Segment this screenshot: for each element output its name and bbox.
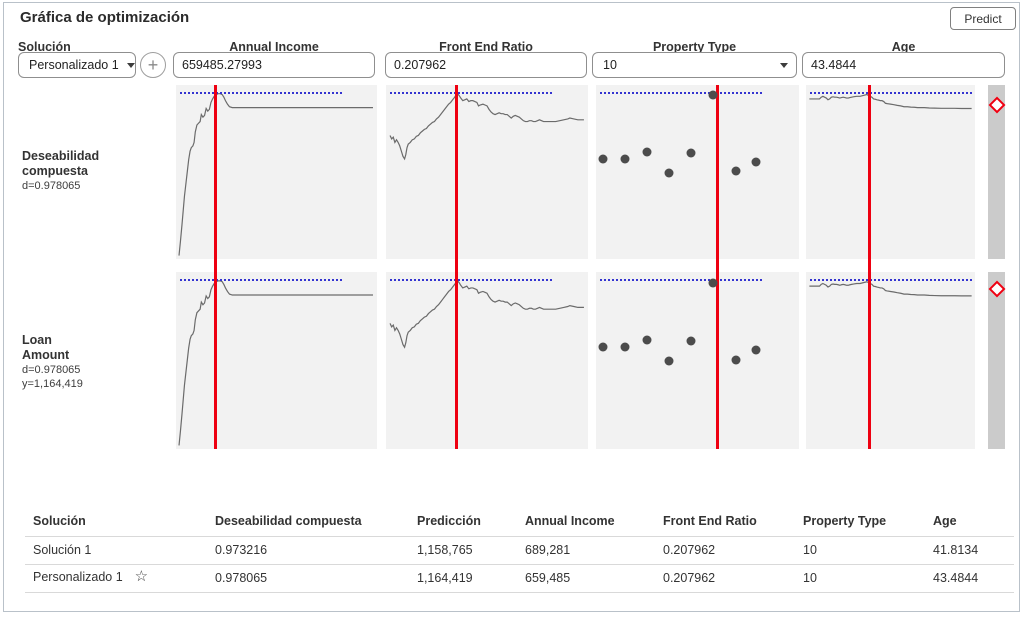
solutions-table-cell: Personalizado 1 ☆ [33, 568, 149, 585]
factor-setting-line-property-type[interactable] [716, 85, 720, 449]
scatter-point [731, 355, 741, 365]
response-marker-strip [988, 85, 1005, 259]
profile-curve [386, 272, 588, 449]
scatter-point [598, 342, 608, 352]
profile-curve [386, 85, 588, 259]
factor-label-age: Age [891, 40, 916, 54]
profile-plot-loan-amount-annual-income[interactable] [176, 272, 377, 449]
scatter-point [686, 336, 696, 346]
solutions-table-cell: 0.973216 [215, 543, 268, 557]
caret-down-icon [126, 62, 135, 68]
scatter-point [620, 154, 630, 164]
profile-curve [176, 85, 377, 259]
solutions-table-cell: 10 [803, 543, 817, 557]
scatter-point [664, 168, 674, 178]
target-level-line [390, 279, 552, 281]
predict-button[interactable]: Predict [950, 7, 1016, 30]
solutions-table-header-cell: Front End Ratio [663, 514, 757, 528]
profile-curve [176, 272, 377, 449]
profile-curve [806, 85, 975, 259]
scatter-point [598, 154, 608, 164]
scatter-point [642, 147, 652, 157]
factor-setting-line-age[interactable] [867, 85, 871, 449]
profile-plot-loan-amount-front-end-ratio[interactable] [386, 272, 588, 449]
solutions-table-cell: Solución 1 [33, 543, 92, 557]
add-solution-button[interactable]: + [140, 52, 166, 78]
target-level-line [180, 279, 342, 281]
property-type-dropdown[interactable]: 10 [592, 52, 797, 78]
scatter-point [731, 166, 741, 176]
scatter-point [664, 356, 674, 366]
solution-dropdown[interactable]: Personalizado 1 [18, 52, 136, 78]
profile-plot-desirability-property-type[interactable] [596, 85, 799, 259]
response-label-loan-amount: Loan Amount d=0.978065 y=1,164,419 [22, 333, 83, 390]
profile-plot-desirability-age[interactable] [806, 85, 975, 259]
page-title: Gráfica de optimización [20, 9, 190, 26]
target-level-line [810, 279, 972, 281]
scatter-point [751, 157, 761, 167]
solutions-table-cell: 1,164,419 [417, 571, 473, 585]
target-level-line [390, 92, 552, 94]
front-end-ratio-input[interactable] [385, 52, 587, 78]
solutions-table-header-cell: Deseabilidad compuesta [215, 514, 362, 528]
profile-plot-desirability-front-end-ratio[interactable] [386, 85, 588, 259]
solutions-table-header-cell: Property Type [803, 514, 887, 528]
solutions-table-cell: 689,281 [525, 543, 571, 557]
solution-label: Solución [18, 40, 71, 54]
caret-down-icon [780, 62, 788, 68]
solutions-table-cell: 41.8134 [933, 543, 979, 557]
solutions-table: Solución Deseabilidad compuesta Predicción… [25, 505, 1014, 593]
solutions-table-cell: 0.207962 [663, 571, 716, 585]
response-label-desirability: Deseabilidad compuesta d=0.978065 [22, 149, 100, 192]
target-level-line [810, 92, 972, 94]
profile-plot-loan-amount-property-type[interactable] [596, 272, 799, 449]
optimization-panel: Gráfica de optimización Predict Solución… [3, 2, 1020, 612]
solutions-table-cell: 659,485 [525, 571, 571, 585]
profile-plot-desirability-annual-income[interactable] [176, 85, 377, 259]
factor-setting-line-annual-income[interactable] [214, 85, 218, 449]
scatter-point [620, 342, 630, 352]
solutions-table-cell: 43.4844 [933, 571, 979, 585]
target-level-line [600, 92, 762, 94]
solutions-table-row[interactable]: Personalizado 1 ☆ 0.978065 1,164,419 659,485… [25, 565, 1014, 593]
factor-label-property-type: Property Type [652, 40, 737, 54]
solutions-table-cell: 1,158,765 [417, 543, 473, 557]
solutions-table-cell: 0.207962 [663, 543, 716, 557]
solutions-table-header-row: Solución Deseabilidad compuesta Predicción… [25, 505, 1014, 537]
scatter-point [686, 148, 696, 158]
scatter-point [708, 278, 718, 288]
target-level-line [600, 279, 762, 281]
solutions-table-header-cell: Annual Income [525, 514, 615, 528]
solutions-table-cell: 10 [803, 571, 817, 585]
solutions-table-cell: 0.978065 [215, 571, 268, 585]
scatter-point [708, 90, 718, 100]
scatter-point [751, 345, 761, 355]
factor-label-front-end-ratio: Front End Ratio [439, 40, 533, 54]
annual-income-input[interactable] [173, 52, 375, 78]
age-input[interactable] [802, 52, 1005, 78]
target-level-line [180, 92, 342, 94]
factor-label-annual-income: Annual Income [229, 40, 319, 54]
factor-setting-line-front-end-ratio[interactable] [454, 85, 458, 449]
scatter-point [642, 335, 652, 345]
solutions-table-header-cell: Predicción [417, 514, 481, 528]
profile-curve [806, 272, 975, 449]
solution-dropdown-value: Personalizado 1 [29, 58, 119, 72]
solutions-table-row[interactable]: Solución 1 0.973216 1,158,765 689,281 0.2079… [25, 537, 1014, 565]
property-type-dropdown-value: 10 [603, 58, 617, 72]
solutions-table-header-cell: Age [933, 514, 957, 528]
star-icon[interactable]: ☆ [134, 568, 149, 585]
response-marker-strip [988, 272, 1005, 449]
solutions-table-header-cell: Solución [33, 514, 86, 528]
profile-plot-loan-amount-age[interactable] [806, 272, 975, 449]
